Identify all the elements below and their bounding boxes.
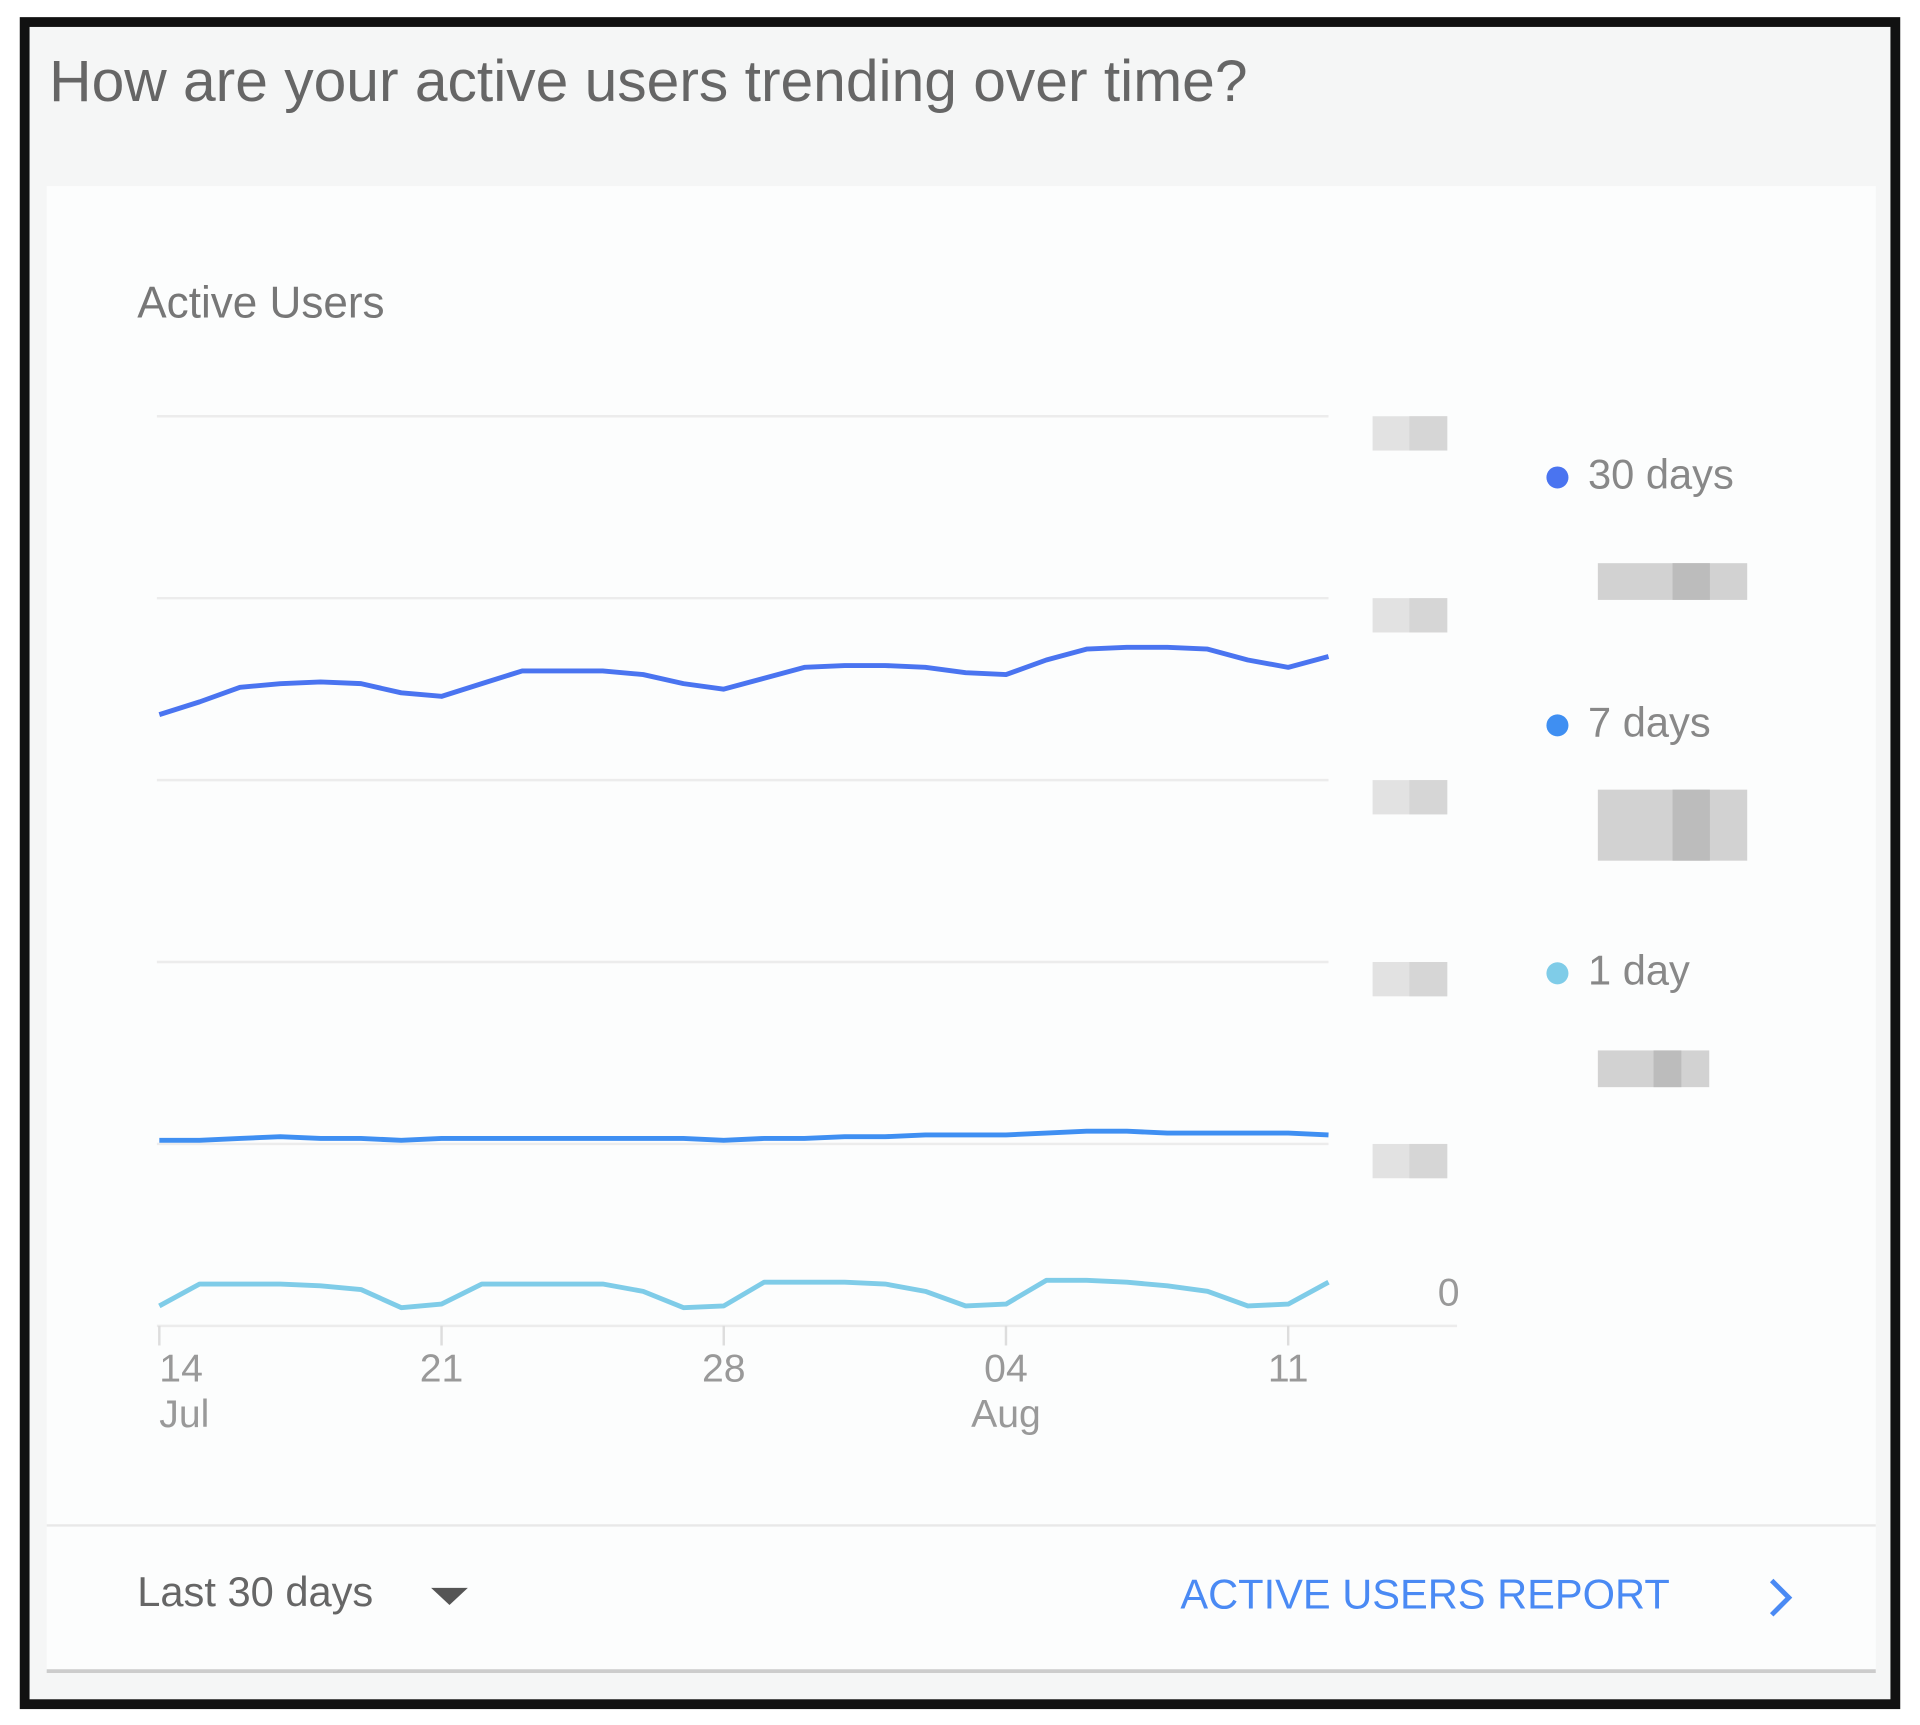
redacted-block <box>1597 1050 1710 1088</box>
report-link[interactable]: ACTIVE USERS REPORT <box>1180 1571 1793 1618</box>
redacted-tick-label <box>1409 962 1448 997</box>
x-tick-sublabel: Jul <box>159 1393 209 1436</box>
redacted-block <box>1653 1050 1682 1088</box>
card <box>46 186 1876 1672</box>
x-tick-label: 04 <box>984 1348 1028 1391</box>
date-range-label[interactable]: Last 30 days <box>137 1568 373 1615</box>
report-link-label[interactable]: ACTIVE USERS REPORT <box>1180 1571 1669 1618</box>
legend-dot <box>1546 466 1569 489</box>
legend-dot <box>1546 962 1569 985</box>
legend-label: 30 days <box>1588 450 1734 497</box>
y-tick-label: 0 <box>1438 1272 1460 1315</box>
chevron[interactable] <box>1769 1578 1793 1617</box>
legend: 30 days 7 days 1 day <box>1546 450 1748 1088</box>
redacted-tick-label <box>1409 598 1448 633</box>
redacted-tick-label <box>1409 1143 1448 1179</box>
chart-title: Active Users <box>137 279 384 328</box>
series-line <box>158 1277 1330 1311</box>
redacted-block <box>1672 789 1710 861</box>
legend-label: 7 days <box>1588 698 1711 745</box>
date-range-dropdown[interactable]: Last 30 days <box>137 1568 468 1615</box>
redacted-tick-label <box>1409 780 1448 815</box>
x-tick-sublabel: Aug <box>971 1393 1041 1436</box>
redacted-tick-label <box>1409 416 1448 451</box>
series-line <box>158 644 1330 717</box>
dropdown-arrow[interactable] <box>431 1587 468 1606</box>
x-tick-label: 14 <box>159 1348 203 1391</box>
legend-label: 1 day <box>1588 946 1690 993</box>
x-tick-label: 11 <box>1268 1348 1309 1391</box>
card-question: How are your active users trending over … <box>49 49 1247 114</box>
redacted-block <box>1672 563 1710 600</box>
x-tick-label: 21 <box>420 1348 464 1391</box>
x-tick-label: 28 <box>702 1348 746 1391</box>
legend-dot <box>1546 714 1569 737</box>
series-line <box>159 1128 1329 1143</box>
